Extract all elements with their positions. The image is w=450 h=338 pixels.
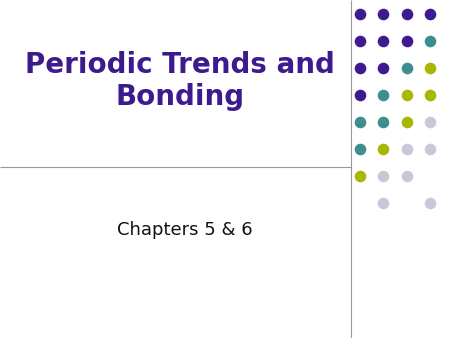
Point <box>356 11 364 16</box>
Point <box>403 173 410 178</box>
Point <box>403 38 410 43</box>
Point <box>356 146 364 151</box>
Text: Periodic Trends and
Bonding: Periodic Trends and Bonding <box>25 51 335 111</box>
Point <box>380 92 387 97</box>
Point <box>356 173 364 178</box>
Point <box>427 146 434 151</box>
Point <box>380 173 387 178</box>
Point <box>403 65 410 70</box>
Point <box>380 11 387 16</box>
Point <box>427 65 434 70</box>
Point <box>427 38 434 43</box>
Point <box>380 119 387 124</box>
Text: Chapters 5 & 6: Chapters 5 & 6 <box>117 221 252 239</box>
Point <box>356 119 364 124</box>
Point <box>403 146 410 151</box>
Point <box>427 119 434 124</box>
Point <box>380 200 387 206</box>
Point <box>427 11 434 16</box>
Point <box>380 146 387 151</box>
Point <box>403 11 410 16</box>
Point <box>380 65 387 70</box>
Point <box>427 92 434 97</box>
Point <box>356 38 364 43</box>
Point <box>403 92 410 97</box>
Point <box>403 119 410 124</box>
Point <box>427 200 434 206</box>
Point <box>380 38 387 43</box>
Point <box>356 92 364 97</box>
Point <box>356 65 364 70</box>
